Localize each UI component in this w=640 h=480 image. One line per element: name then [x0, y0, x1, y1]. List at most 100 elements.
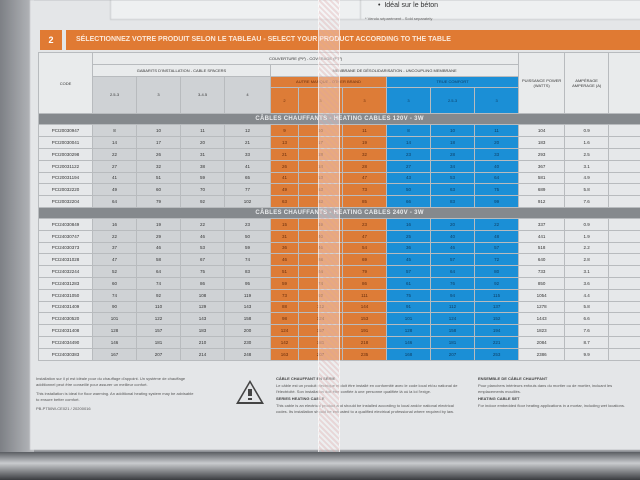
code-cell: PCI24030520	[38, 312, 93, 326]
spacer-coverage-cell: 26	[136, 147, 181, 161]
spacer-coverage-cell: 64	[136, 265, 181, 278]
spacer-coverage-cell: 8	[92, 124, 137, 138]
extra-cell	[608, 324, 640, 337]
extra-cell	[608, 183, 640, 197]
extra-cell	[608, 159, 640, 173]
amperage-cell: 9.9	[564, 347, 610, 361]
power-cell: 367	[518, 159, 566, 173]
spacer-coverage-cell: 22	[92, 147, 137, 161]
note-left-ref: PB-PT50W-CE021 / 20200016	[36, 406, 91, 411]
other-brand-cell: 31	[270, 229, 299, 243]
true-comfort-cell: 57	[430, 253, 475, 267]
spacer-coverage-cell: 122	[136, 312, 181, 326]
other-brand-cell: 86	[342, 276, 387, 290]
spacer-coverage-cell: 143	[224, 300, 271, 314]
spacer-coverage-cell: 110	[136, 300, 181, 314]
power-cell: 1823	[518, 324, 566, 337]
other-brand-cell: 21	[270, 147, 299, 161]
other-brand-cell: 98	[270, 312, 299, 326]
true-comfort-cell: 146	[386, 335, 431, 349]
surface-below	[0, 452, 640, 480]
true-comfort-cell: 152	[473, 312, 520, 326]
true-comfort-cell: 94	[430, 288, 475, 302]
other-brand-cell: 28	[342, 159, 387, 173]
amperage-cell: 1.9	[564, 229, 610, 243]
true-comfort-cell: 10	[430, 124, 475, 138]
spacer-col: 2.5-3	[92, 75, 137, 115]
code-cell: PCI20030298	[38, 147, 93, 161]
extra-cell	[608, 312, 640, 326]
true-comfort-cell: 45	[386, 253, 431, 267]
other-brand-cell: 235	[342, 347, 387, 361]
spacer-coverage-cell: 51	[136, 171, 181, 185]
amperage-cell: 4.9	[564, 171, 610, 185]
true-comfort-cell: 48	[473, 229, 520, 243]
spacer-coverage-cell: 74	[92, 288, 137, 302]
spacer-coverage-cell: 214	[180, 347, 225, 361]
code-cell: PCI20031194	[38, 171, 93, 185]
code-cell: PCI24034490	[38, 335, 93, 349]
spacer-coverage-cell: 46	[180, 229, 225, 243]
spacer-coverage-cell: 65	[224, 171, 271, 185]
true-comfort-cell: 91	[386, 300, 431, 314]
true-comfort-cell: 99	[473, 195, 520, 208]
spacer-coverage-cell: 102	[224, 195, 271, 208]
other-brand-cell: 79	[342, 265, 387, 278]
amperage-cell: 5.8	[564, 300, 610, 314]
header-power: PUISSANCE POWER (WATTS)	[518, 51, 566, 115]
true-comfort-cell: 221	[473, 335, 520, 349]
other-brand-cell: 163	[270, 347, 299, 361]
power-cell: 689	[518, 183, 566, 197]
power-cell: 441	[518, 229, 566, 243]
table-row: PCI20030298222631332128322328332932.5	[38, 147, 640, 161]
true-comfort-cell: 72	[473, 253, 520, 267]
spacer-coverage-cell: 31	[180, 147, 225, 161]
table-row: PCI24032244526475835164795764807333.1	[38, 265, 640, 278]
note-mid-fr: Le câble est un produit électrique et do…	[276, 383, 458, 394]
extra-cell	[608, 124, 640, 138]
other-brand-cell: 85	[342, 195, 387, 208]
amperage-cell: 3.1	[564, 159, 610, 173]
other-brand-cell: 144	[342, 300, 387, 314]
header-true-comfort: TRUE COMFORT	[385, 75, 520, 89]
spacer-coverage-cell: 77	[224, 183, 271, 197]
spacer-coverage-cell: 33	[224, 147, 271, 161]
other-brand-cell: 15	[270, 217, 299, 231]
power-cell: 2386	[518, 347, 566, 361]
amperage-cell: 3.6	[564, 276, 610, 290]
true-comfort-cell: 194	[473, 324, 520, 337]
power-cell: 104	[518, 124, 566, 138]
true-col: 2.5-3	[430, 87, 475, 115]
true-comfort-cell: 64	[430, 265, 475, 278]
other-brand-cell: 11	[342, 124, 387, 138]
true-comfort-cell: 61	[386, 276, 431, 290]
other-brand-cell: 23	[342, 217, 387, 231]
true-comfort-cell: 20	[473, 136, 520, 149]
table-row: PCI2403038316720721424816320723516820725…	[38, 347, 640, 361]
true-comfort-cell: 18	[430, 136, 475, 149]
spacer-coverage-cell: 210	[180, 335, 225, 349]
spacer-coverage-cell: 29	[136, 229, 181, 243]
spacer-coverage-cell: 59	[224, 241, 271, 255]
spacer-coverage-cell: 64	[92, 195, 137, 208]
true-comfort-cell: 14	[386, 136, 431, 149]
spacer-coverage-cell: 181	[136, 335, 181, 349]
other-brand-cell: 36	[270, 241, 299, 255]
step-number: 2	[40, 30, 62, 50]
true-comfort-cell: 28	[430, 147, 475, 161]
spacer-col: 4	[224, 75, 271, 115]
spacer-coverage-cell: 75	[180, 265, 225, 278]
spacer-coverage-cell: 41	[92, 171, 137, 185]
spacer-coverage-cell: 53	[180, 241, 225, 255]
true-comfort-cell: 115	[473, 288, 520, 302]
other-col: 3	[342, 87, 387, 115]
other-brand-cell: 47	[342, 229, 387, 243]
notes-left: Installation sur il pi est idéale pour d…	[36, 376, 196, 412]
step-title: SÉLECTIONNEZ VOTRE PRODUIT SELON LE TABL…	[66, 30, 640, 50]
other-brand-cell: 59	[270, 276, 299, 290]
true-comfort-cell: 22	[473, 217, 520, 231]
step-header: 2 SÉLECTIONNEZ VOTRE PRODUIT SELON LE TA…	[40, 30, 640, 50]
amperage-cell: 2.5	[564, 147, 610, 161]
spacer-coverage-cell: 10	[136, 124, 181, 138]
spacer-coverage-cell: 12	[224, 124, 271, 138]
